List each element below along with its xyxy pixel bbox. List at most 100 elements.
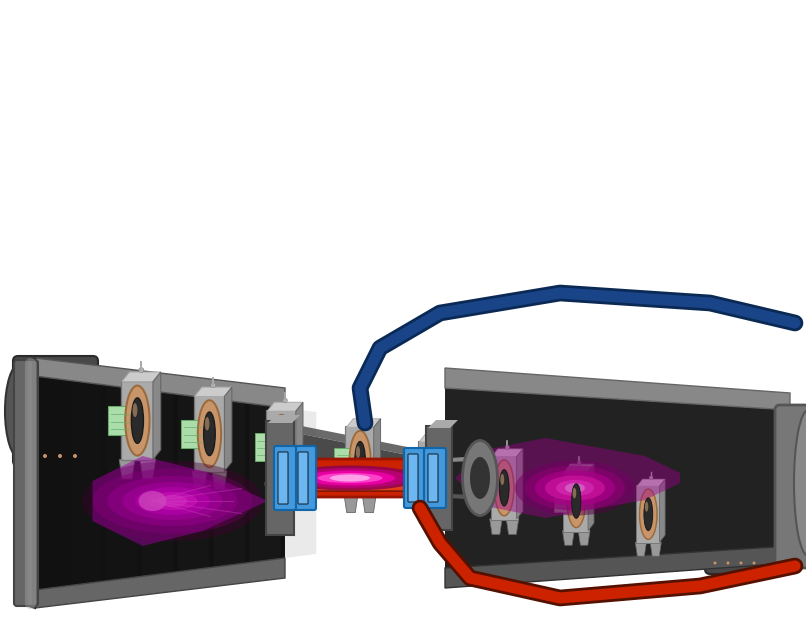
Polygon shape [450,494,495,501]
Ellipse shape [277,431,281,444]
Polygon shape [344,495,358,512]
Ellipse shape [361,415,366,419]
Polygon shape [428,420,458,428]
Polygon shape [122,372,160,382]
Polygon shape [347,419,380,427]
FancyBboxPatch shape [266,410,297,484]
Ellipse shape [15,377,25,385]
FancyBboxPatch shape [14,360,38,606]
Polygon shape [506,519,519,534]
Polygon shape [85,383,740,521]
FancyBboxPatch shape [13,356,98,466]
FancyBboxPatch shape [108,406,131,435]
FancyBboxPatch shape [294,446,316,510]
Polygon shape [265,483,279,501]
Ellipse shape [713,562,717,565]
Polygon shape [268,415,300,423]
Polygon shape [578,531,590,545]
Polygon shape [85,391,740,541]
FancyBboxPatch shape [491,456,517,520]
Polygon shape [35,376,285,590]
Ellipse shape [577,461,581,464]
Polygon shape [517,449,523,519]
Polygon shape [140,459,156,479]
Ellipse shape [283,398,287,403]
Polygon shape [85,431,740,549]
Ellipse shape [428,460,432,471]
Ellipse shape [330,475,370,481]
Ellipse shape [463,440,497,516]
Polygon shape [564,464,594,471]
Polygon shape [296,402,303,483]
Ellipse shape [556,480,594,496]
Polygon shape [445,388,790,588]
Ellipse shape [318,473,383,483]
Polygon shape [93,456,268,546]
Ellipse shape [147,492,197,510]
Ellipse shape [515,461,635,516]
Polygon shape [450,455,495,462]
Polygon shape [192,471,207,490]
FancyBboxPatch shape [563,471,589,531]
Ellipse shape [739,562,742,565]
Ellipse shape [204,412,215,456]
Ellipse shape [525,466,625,510]
Polygon shape [374,419,380,495]
Polygon shape [417,507,430,524]
FancyBboxPatch shape [408,454,418,502]
FancyBboxPatch shape [426,426,452,530]
Ellipse shape [355,442,365,481]
FancyBboxPatch shape [266,421,294,535]
Ellipse shape [572,488,576,498]
Ellipse shape [73,454,77,458]
Ellipse shape [470,457,490,499]
Ellipse shape [125,386,150,456]
Ellipse shape [645,502,648,512]
Ellipse shape [726,562,729,565]
Ellipse shape [500,469,509,506]
Polygon shape [490,519,502,534]
Polygon shape [119,459,135,479]
Ellipse shape [305,471,395,485]
Polygon shape [267,402,303,411]
Polygon shape [455,438,680,518]
FancyBboxPatch shape [408,462,427,487]
FancyBboxPatch shape [636,485,660,543]
Ellipse shape [501,474,505,485]
Ellipse shape [139,368,143,372]
Ellipse shape [422,445,442,504]
Ellipse shape [43,454,47,458]
FancyBboxPatch shape [705,489,795,574]
Polygon shape [20,358,35,608]
Polygon shape [35,358,285,408]
Polygon shape [178,394,209,572]
Ellipse shape [107,476,238,526]
Polygon shape [142,390,173,576]
Ellipse shape [139,491,167,511]
FancyBboxPatch shape [418,441,447,508]
Ellipse shape [650,476,653,480]
Ellipse shape [270,415,293,479]
FancyBboxPatch shape [554,490,572,512]
Ellipse shape [276,426,287,468]
Ellipse shape [131,398,143,444]
Polygon shape [445,434,451,507]
Ellipse shape [565,483,585,493]
Polygon shape [492,449,523,457]
Ellipse shape [350,431,371,492]
Ellipse shape [123,482,222,520]
FancyBboxPatch shape [298,452,308,504]
Ellipse shape [58,454,62,458]
Ellipse shape [135,487,210,515]
Ellipse shape [640,489,657,540]
Ellipse shape [794,411,806,555]
Polygon shape [650,542,662,556]
Polygon shape [659,480,665,542]
Polygon shape [363,495,376,512]
Ellipse shape [427,456,437,493]
FancyBboxPatch shape [193,396,226,472]
Ellipse shape [775,498,797,563]
FancyBboxPatch shape [287,481,434,491]
Ellipse shape [5,363,35,459]
Polygon shape [153,372,160,459]
